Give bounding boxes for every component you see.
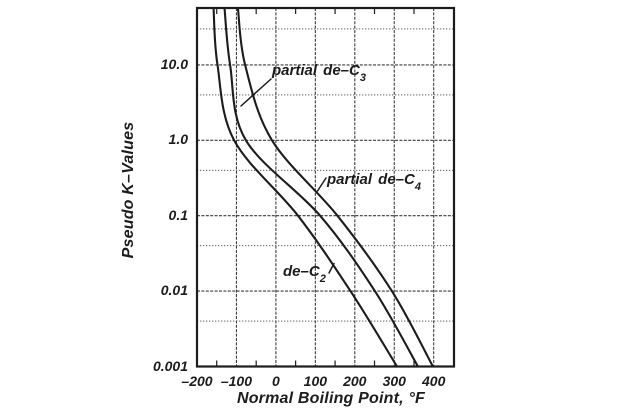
leader-partial-de-c4 [316, 177, 327, 192]
curve-label-text: de–C [283, 263, 320, 280]
curve-label-subscript: 3 [359, 72, 366, 84]
curve-label-subscript: 4 [414, 181, 421, 193]
x-axis-title: Normal Boiling Point, °F [236, 390, 426, 407]
x-tick-label: 100 [303, 373, 328, 389]
curve-de-c2 [212, 8, 399, 368]
leader-partial-de-c3 [240, 78, 272, 107]
curve-label-de-c2: de–C2 [283, 263, 326, 286]
plot-border [195, 6, 456, 368]
x-tick-label: 400 [422, 373, 446, 389]
curve-label-partial-de-c4: partial de–C4 [327, 171, 421, 194]
y-tick-label: 1.0 [168, 131, 188, 148]
y-tick-label: 0.01 [160, 282, 188, 299]
curve-label-subscript: 2 [319, 273, 326, 285]
curve-label-text: partial de–C [327, 171, 415, 188]
x-tick-label: –200 [181, 373, 213, 389]
x-tick-label: 0 [271, 373, 280, 389]
y-tick-label: 0.001 [152, 357, 188, 374]
curve-partial-de-c3 [223, 8, 419, 368]
leader-de-c2 [328, 262, 335, 274]
curve-partial-de-c4 [236, 8, 434, 368]
y-tick-label: 0.1 [168, 206, 188, 223]
x-tick-label: 200 [343, 373, 367, 389]
x-tick-label: 300 [382, 373, 406, 389]
curve-label-text: partial de–C [272, 62, 360, 79]
curve-label-partial-de-c3: partial de–C3 [272, 62, 366, 85]
x-tick-label: –100 [220, 373, 253, 389]
y-tick-label: 10.0 [160, 55, 188, 72]
